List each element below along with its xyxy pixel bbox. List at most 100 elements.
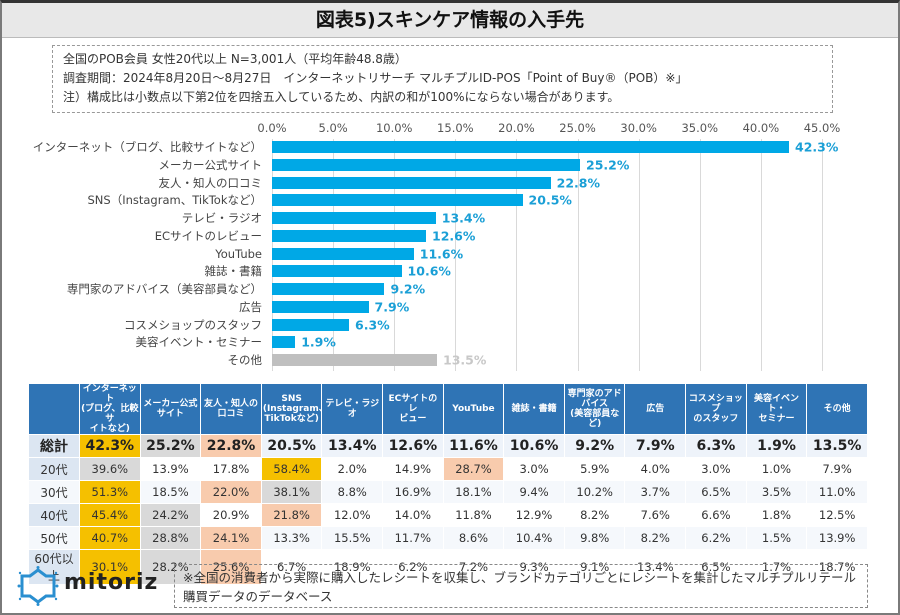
table-cell: 38.1% [260,480,323,504]
table-cell: 22.0% [200,480,262,504]
value-label: 6.3% [355,317,390,332]
row-label: 20代 [28,457,80,481]
table-cell: 10.2% [563,480,626,504]
column-header: 美容イベント・ セミナー [745,383,808,435]
table-cell: 11.7% [382,526,444,550]
column-header: テレビ・ラジオ [321,383,384,435]
table-cell: 10.4% [503,526,565,550]
table-cell: 18.1% [442,480,505,504]
table-row: 総計 42.3% 25.2% 22.8% 20.5% 13.4% 12.6% 11.6% 10.… [28,434,868,458]
gridline [699,139,701,371]
value-label: 20.5% [528,192,572,208]
table-cell: 22.8% [200,434,262,458]
value-label: 1.9% [301,334,336,350]
table-cell: 2.0% [321,457,384,481]
column-header: 広告 [624,383,687,435]
table-cell: 6.3% [685,434,747,458]
table-cell: 7.6% [624,503,687,527]
bar-chart: 0.0% 5.0% 10.0% 15.0% 20.0% 25.0% 30.0% 35.0% 40… [0,115,900,380]
table-cell: 7.9% [624,434,687,458]
table-cell: 13.9% [139,457,202,481]
table-cell: 25.2% [139,434,202,458]
value-label: 11.6% [419,246,464,261]
table-cell: 42.3% [79,434,141,458]
table-row: 40代 45.4% 24.2% 20.9% 21.8% 12.0% 14.0% 11.8% 12… [28,503,868,527]
category-label: メーカー公式サイト [158,157,263,172]
column-header: 雑誌・書籍 [503,383,565,435]
table-cell: 8.6% [442,526,505,550]
x-tick-label: 15.0% [437,121,474,135]
table-cell: 7.9% [806,457,868,481]
column-header: SNS (Instagram、 TikTokなど) [260,383,328,435]
category-label: 広告 [239,299,262,314]
table-cell: 30.1% [79,549,141,585]
table-cell: 21.8% [260,503,323,527]
table-cell: 13.3% [260,526,323,550]
table-cell: 14.0% [382,503,444,527]
gridline [760,139,762,371]
corner-cell [28,383,80,435]
table-cell: 13.9% [806,526,868,550]
bar [272,229,426,242]
table-cell: 12.5% [806,503,868,527]
bar [272,318,349,331]
gridline [455,139,457,371]
gridline [822,139,823,371]
bar [272,212,436,224]
table-cell: 5.9% [563,457,626,481]
bar [272,283,385,295]
table-cell: 9.2% [563,434,626,458]
category-label: 雑誌・書籍 [204,264,263,279]
table-cell: 28.8% [139,526,202,550]
bar [272,141,789,153]
page-title: 図表5)スキンケア情報の入手先 [2,3,898,38]
table-row: 60代以上 30.1% 28.2% 25.6% 6.7% 18.9% 6.2% 7.2% 9.3… [28,549,868,585]
column-header: コスメショップ のスタッフ [685,383,747,435]
column-header: 友人・知人の 口コミ [200,383,262,435]
table-cell: 3.0% [685,457,747,481]
survey-period: 調査期間：2024年8月20日～8月27日 インターネットリサーチ マルチプルI… [63,71,688,85]
table-cell: 4.0% [624,457,687,481]
bar [272,176,551,189]
x-tick-label: 5.0% [318,121,348,135]
gridline [638,139,640,371]
footnote: ※全国の消費者から実際に購入したレシートを収集し、ブランドカテゴリごとにレシート… [174,564,868,608]
breakdown-table: インターネット (ブログ、比較サ イトなど) メーカー公式 サイト 友人・知人の 口… [28,383,868,585]
table-cell: 7.2% [442,549,505,585]
table-cell: 28.2% [139,549,202,585]
value-label: 13.4% [441,210,486,226]
x-tick-label: 20.0% [498,121,535,135]
table-cell: 6.6% [685,503,747,527]
x-tick-label: 25.0% [559,121,596,135]
category-label: SNS（Instagram、TikTokなど） [87,193,263,208]
mitoriz-logo: mitoriz [16,566,176,606]
bar [272,265,402,278]
value-label: 12.6% [432,228,476,244]
gridline [516,139,518,371]
value-label: 42.3% [795,139,839,155]
bar [272,194,523,207]
table-cell: 1.5% [745,526,808,550]
x-tick-label: 10.0% [375,121,413,135]
x-tick-label: 40.0% [742,121,780,135]
category-label: 専門家のアドバイス（美容部員など） [66,282,262,296]
table-cell: 25.6% [200,549,262,585]
category-label: ECサイトのレビュー [154,228,262,243]
table-cell: 3.0% [503,457,565,481]
x-tick-label: 0.0% [257,121,287,135]
table-header-row: インターネット (ブログ、比較サ イトなど) メーカー公式 サイト 友人・知人の 口… [28,383,868,435]
table-cell: 45.4% [79,503,141,527]
value-label: 13.5% [443,352,487,368]
table-cell: 16.9% [382,480,444,504]
bar [272,300,369,313]
table-cell: 1.8% [745,503,808,527]
category-label: テレビ・ラジオ [181,211,262,225]
survey-sample: 全国のPOB会員 女性20代以上 N=3,001人（平均年齢48.8歳） [63,52,407,66]
category-label: インターネット（ブログ、比較サイトなど） [32,140,262,154]
column-header: インターネット (ブログ、比較サ イトなど) [79,383,141,435]
table-cell: 20.9% [200,503,262,527]
gridline [577,139,579,371]
table-cell: 1.9% [745,434,808,458]
value-label: 9.2% [390,281,426,297]
